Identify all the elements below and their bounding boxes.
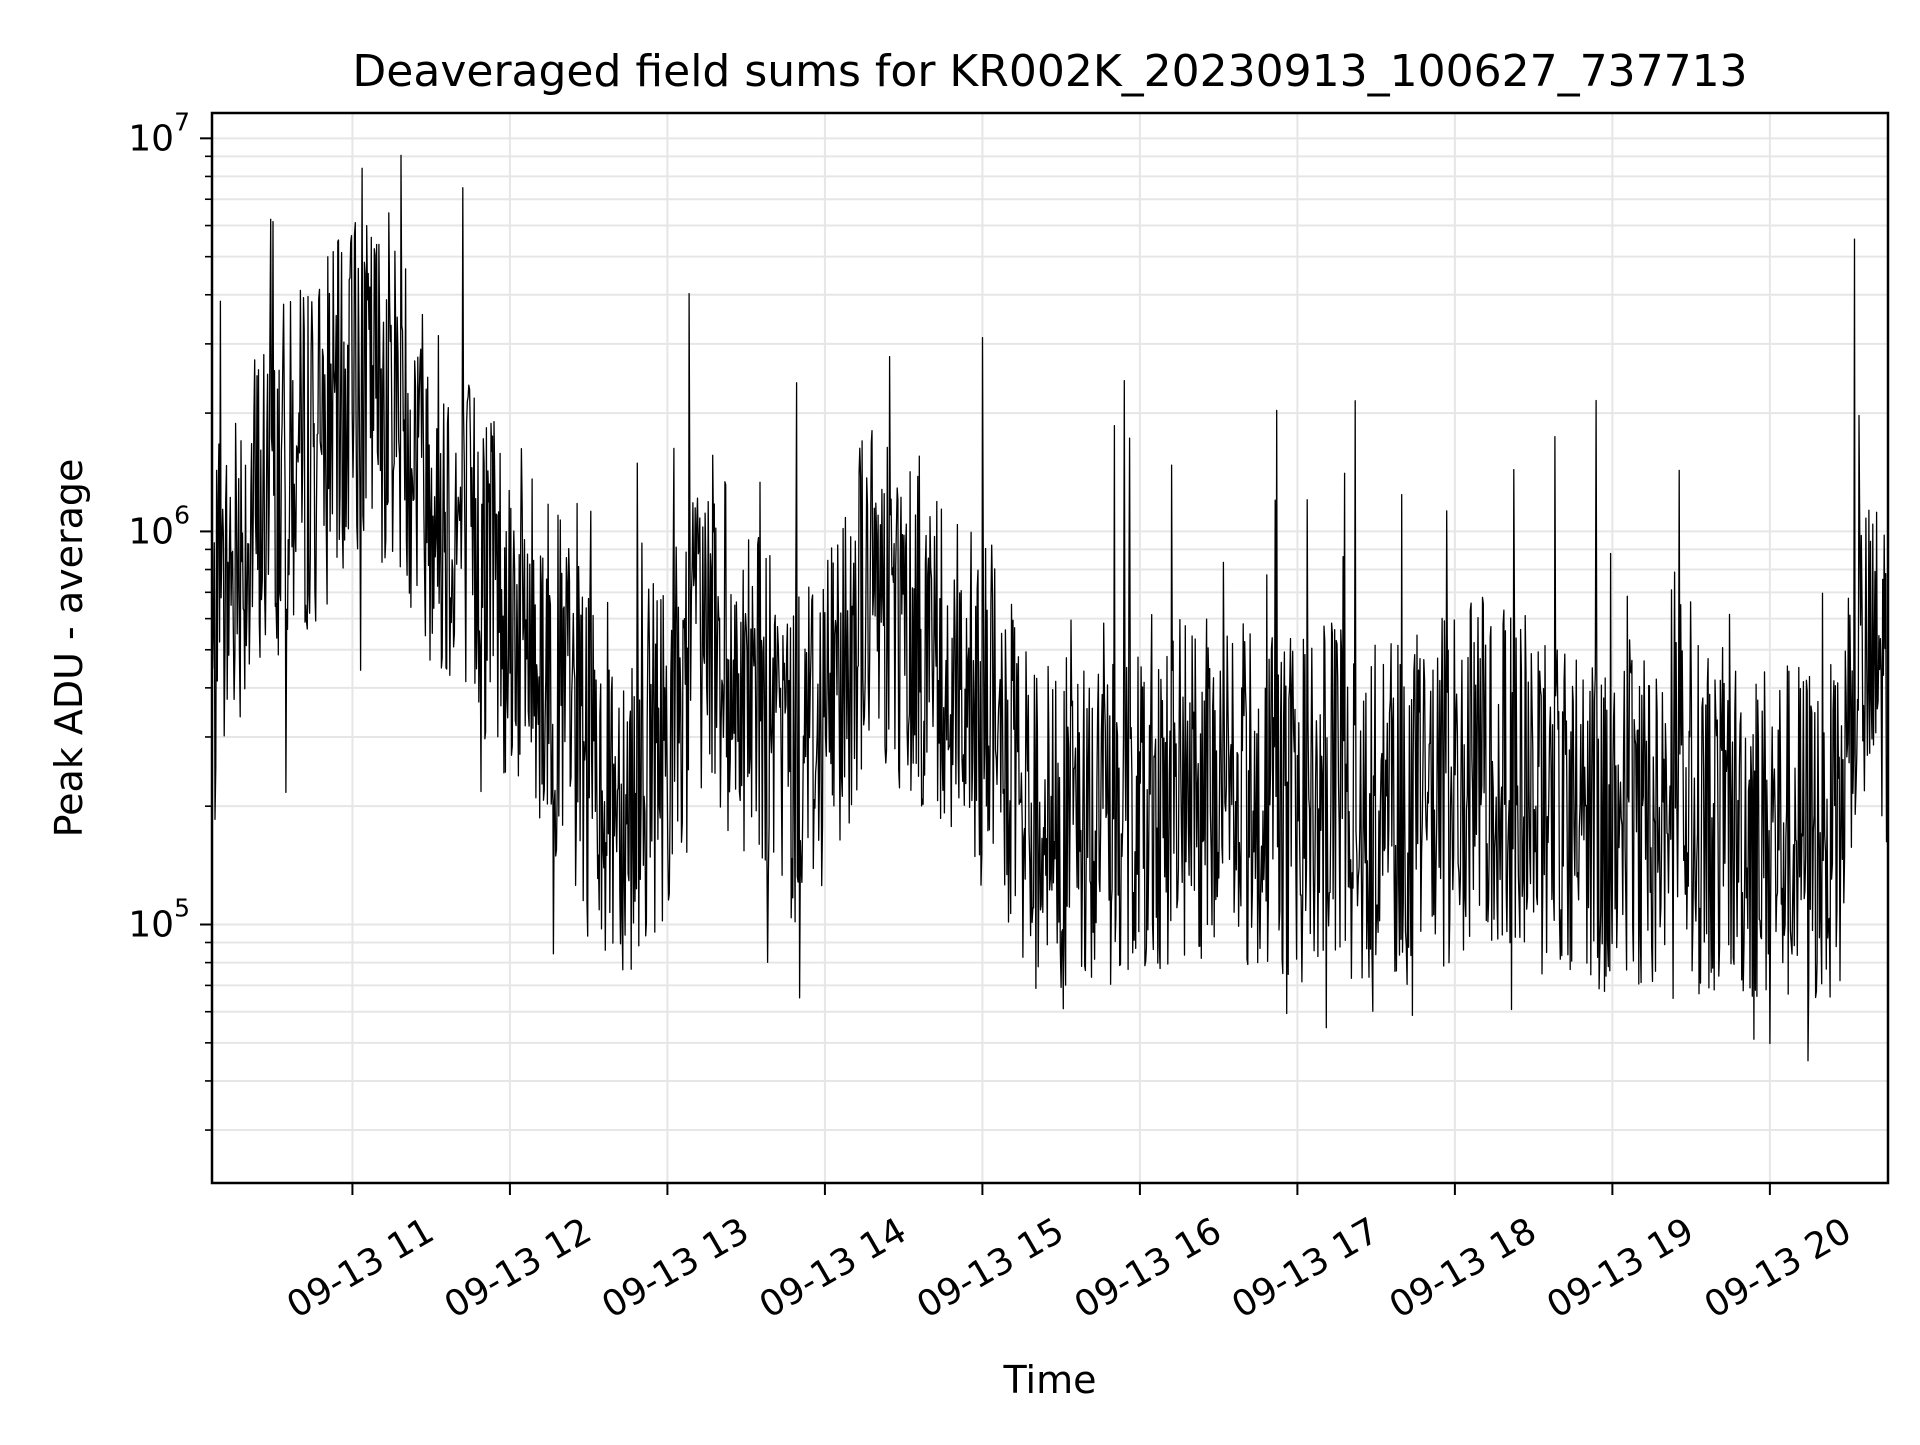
- y-axis-label: Peak ADU - average: [47, 459, 91, 838]
- plot-frame: [210, 111, 1890, 1185]
- x-axis-label: Time: [1003, 1358, 1097, 1402]
- data-layer: [211, 154, 1889, 1062]
- chart-title: Deaveraged field sums for KR002K_2023091…: [352, 46, 1747, 97]
- series-line: [211, 154, 1889, 1062]
